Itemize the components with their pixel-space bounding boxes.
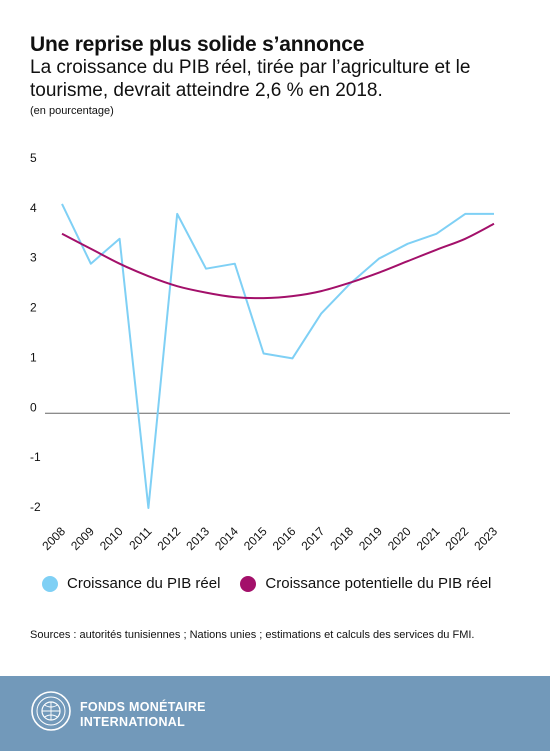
y-tick-label: 5: [30, 151, 37, 165]
x-tick-label: 2013: [183, 524, 212, 553]
org-name: FONDS MONÉTAIRE INTERNATIONAL: [80, 700, 206, 730]
y-tick-label: -2: [30, 500, 41, 514]
x-tick-label: 2016: [270, 524, 299, 553]
x-tick-label: 2021: [414, 524, 443, 553]
x-tick-label: 2009: [68, 524, 97, 553]
legend-item-potential: Croissance potentielle du PIB réel: [240, 575, 491, 592]
unit-label: (en pourcentage): [30, 105, 114, 117]
series-line-gdp: [61, 203, 494, 509]
legend-label-gdp: Croissance du PIB réel: [67, 575, 221, 592]
org-name-line2: INTERNATIONAL: [80, 715, 186, 729]
legend-swatch-gdp: [42, 575, 58, 592]
legend-label-potential: Croissance potentielle du PIB réel: [265, 575, 492, 592]
x-tick-label: 2019: [356, 524, 385, 553]
legend-swatch-potential: [240, 575, 257, 592]
x-tick-label: 2018: [327, 524, 356, 553]
x-tick-label: 2020: [385, 524, 414, 553]
y-tick-label: 3: [30, 251, 37, 265]
chart-title: Une reprise plus solide s’annonce: [30, 33, 365, 56]
y-tick-label: 1: [30, 350, 37, 364]
footer-banner: FONDS MONÉTAIRE INTERNATIONAL: [0, 676, 550, 751]
x-tick-label: 2014: [212, 524, 241, 553]
x-tick-label: 2017: [299, 524, 328, 553]
legend: Croissance du PIB réel Croissance potent…: [42, 575, 511, 592]
x-tick-label: 2010: [97, 524, 126, 553]
source-note: Sources : autorités tunisiennes ; Nation…: [30, 629, 475, 641]
series-line-potential: [61, 222, 495, 300]
x-tick-label: 2022: [443, 524, 472, 553]
x-tick-label: 2023: [471, 524, 500, 553]
x-tick-label: 2011: [126, 524, 154, 552]
y-tick-label: -1: [30, 450, 41, 464]
chart-subtitle: La croissance du PIB réel, tirée par l’a…: [30, 57, 471, 101]
y-tick-label: 0: [30, 400, 37, 414]
org-name-line1: FONDS MONÉTAIRE: [80, 700, 206, 714]
imf-seal-icon: [31, 691, 71, 731]
x-tick-label: 2015: [241, 524, 270, 553]
x-tick-label: 2012: [155, 524, 184, 553]
legend-item-gdp: Croissance du PIB réel: [42, 575, 220, 592]
y-tick-label: 2: [30, 301, 37, 315]
x-tick-label: 2008: [39, 524, 68, 553]
y-tick-label: 4: [30, 201, 37, 215]
